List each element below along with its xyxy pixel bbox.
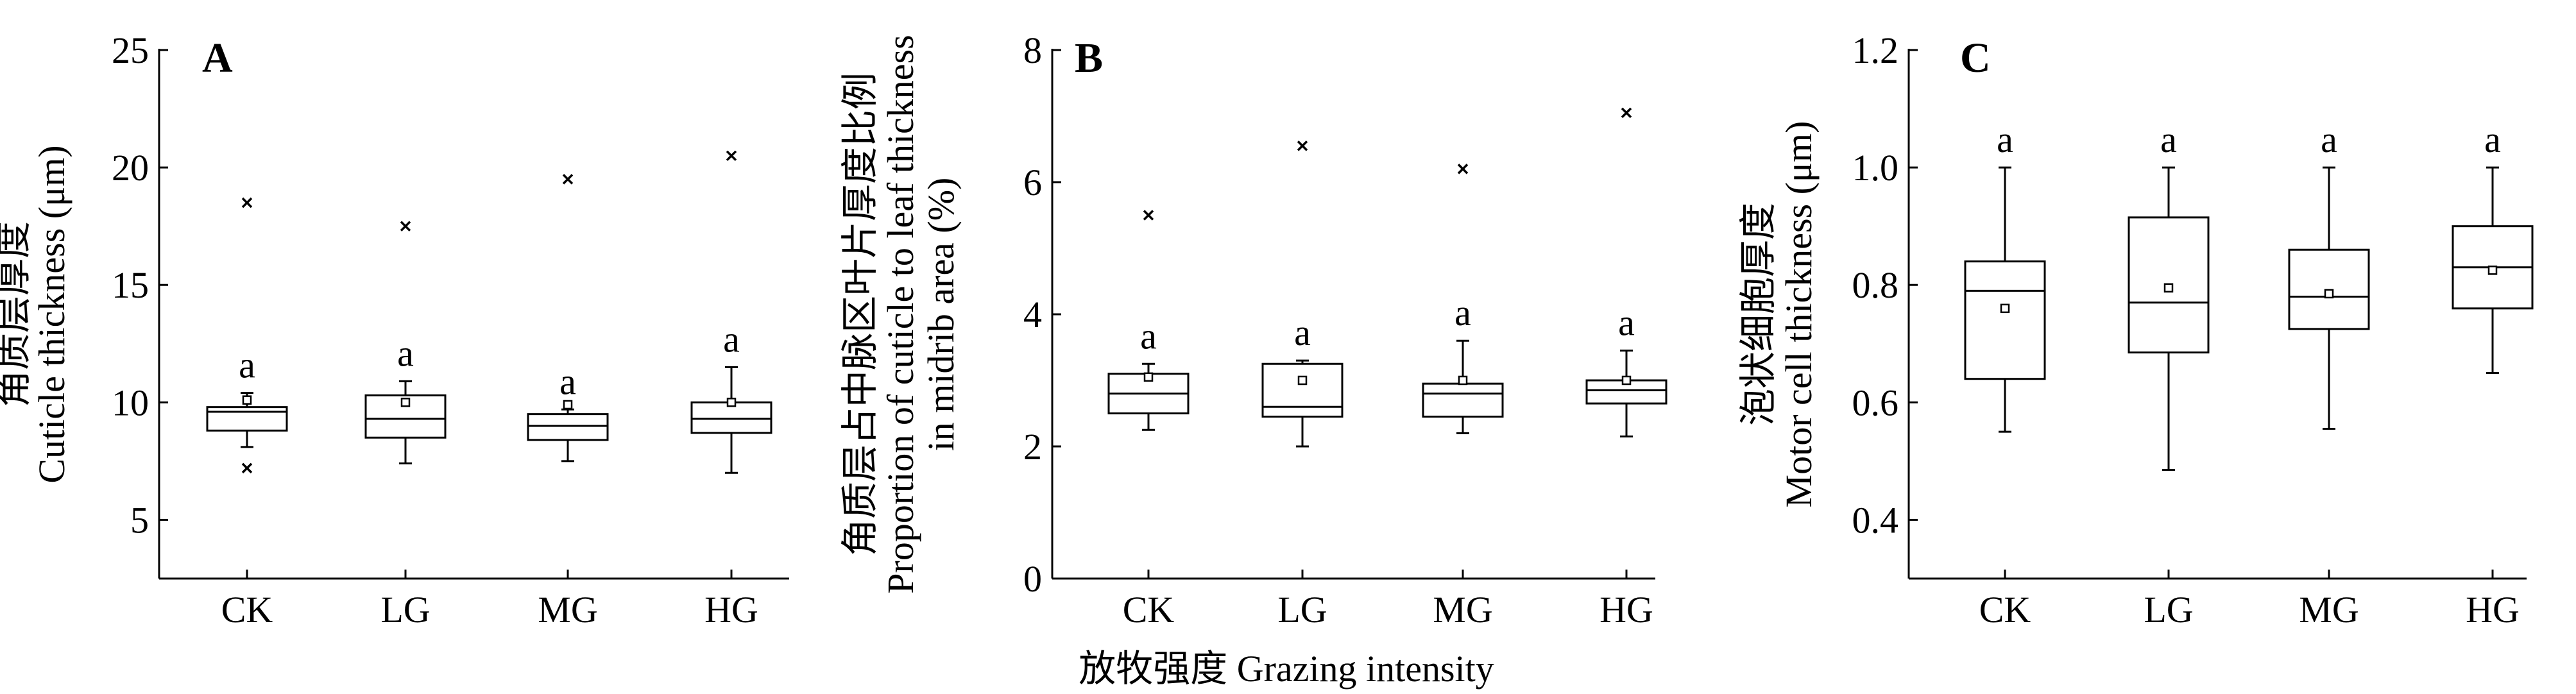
outlier-marker [1143, 210, 1154, 221]
significance-letter: a [1140, 315, 1157, 357]
significance-letter: a [559, 360, 576, 402]
x-tick-label: CK [1979, 589, 2031, 631]
mean-marker [1143, 372, 1154, 382]
mean-marker [2163, 283, 2174, 293]
y-tick-label: 20 [112, 147, 149, 189]
box-lg: LG a [364, 221, 447, 631]
y-tick-label: 6 [1023, 162, 1042, 203]
x-tick-label: LG [2144, 589, 2193, 631]
outlier-marker [400, 221, 411, 232]
y-tick-label: 0.6 [1852, 382, 1899, 423]
significance-letter: a [2321, 119, 2337, 160]
x-tick-label: MG [2299, 589, 2358, 631]
panel-letter: A [202, 35, 233, 81]
x-tick-label: HG [2466, 589, 2520, 631]
iqr-box [1422, 382, 1504, 418]
x-tick-label: HG [704, 589, 758, 631]
y-tick-label: 0.4 [1852, 499, 1899, 541]
outlier-marker [1621, 107, 1632, 119]
box-hg: HG a [2452, 119, 2534, 631]
y-tick-label: 1.0 [1852, 147, 1899, 189]
mean-marker [726, 398, 737, 407]
y-tick-label: 8 [1023, 30, 1042, 71]
significance-letter: a [2484, 119, 2501, 160]
box-ck: CK a [1964, 119, 2046, 631]
iqr-box [2128, 216, 2210, 354]
mean-marker [1458, 375, 1468, 385]
shared-xlabel: 放牧强度 Grazing intensity [1079, 648, 1494, 690]
iqr-box [690, 401, 772, 434]
significance-letter: a [1997, 119, 2013, 160]
box-lg: LG a [1261, 140, 1343, 631]
y-tick-label: 4 [1023, 294, 1042, 335]
mean-marker [563, 400, 573, 410]
y-tick-label: 0.8 [1852, 264, 1899, 306]
significance-letter: a [239, 344, 255, 386]
y-tick-label: 0 [1023, 558, 1042, 600]
significance-letter: a [1454, 292, 1471, 334]
significance-letter: a [723, 318, 740, 360]
box-ck: CK a [1107, 210, 1190, 631]
significance-letter: a [1618, 302, 1635, 344]
outlier-marker [241, 462, 253, 474]
box-hg: HG a [690, 150, 772, 631]
mean-marker [242, 395, 252, 405]
y-axis-title-line: Motor cell thickness (μm) [1778, 121, 1820, 508]
outlier-marker [1457, 164, 1469, 174]
y-tick-label: 25 [112, 30, 149, 71]
iqr-box [206, 406, 288, 432]
y-axis-title-line: Proportion of cuticle to leaf thickness [880, 35, 921, 593]
iqr-box [364, 394, 447, 439]
x-tick-label: LG [380, 589, 430, 631]
x-tick-label: MG [538, 589, 597, 631]
y-axis-title-line: in midrib area (%) [920, 178, 962, 452]
iqr-box [1261, 362, 1343, 418]
x-tick-label: HG [1599, 589, 1653, 631]
box-ck: CK a [206, 197, 288, 631]
mean-marker [2000, 303, 2010, 314]
iqr-box [527, 413, 609, 441]
mean-marker [2324, 289, 2334, 299]
mean-marker [1621, 375, 1632, 385]
y-axis-title-line: 泡状细胞厚度 [1737, 203, 1779, 426]
panel-letter: B [1075, 35, 1103, 81]
y-tick-label: 1.2 [1852, 30, 1899, 71]
mean-marker [1297, 375, 1308, 385]
box-lg: LG a [2128, 119, 2210, 631]
panel-letter: C [1960, 35, 1991, 81]
y-tick-label: 10 [112, 382, 149, 423]
outlier-marker [726, 150, 737, 162]
significance-letter: a [397, 332, 414, 374]
x-tick-label: CK [1123, 589, 1175, 631]
box-mg: MG a [527, 174, 609, 631]
iqr-box [1964, 260, 2046, 380]
y-axis-title-line: 角质层厚度 [0, 221, 34, 407]
y-axis-title-line: Cuticle thickness (μm) [31, 145, 73, 483]
outlier-marker [1297, 140, 1308, 151]
y-tick-label: 2 [1023, 426, 1042, 468]
x-tick-label: MG [1433, 589, 1492, 631]
outlier-marker [562, 174, 574, 185]
y-tick-label: 5 [130, 499, 149, 541]
box-mg: MG a [1422, 164, 1504, 631]
box-hg: HG a [1585, 107, 1668, 631]
x-tick-label: LG [1277, 589, 1327, 631]
x-tick-label: CK [221, 589, 273, 631]
mean-marker [400, 398, 411, 407]
mean-marker [2487, 266, 2498, 275]
y-tick-label: 15 [112, 264, 149, 306]
outlier-marker [241, 197, 253, 208]
significance-letter: a [2160, 119, 2177, 160]
box-mg: MG a [2288, 119, 2370, 631]
y-axis-title-line: 角质层占中脉区叶片厚度比例 [839, 72, 881, 556]
significance-letter: a [1294, 312, 1311, 353]
